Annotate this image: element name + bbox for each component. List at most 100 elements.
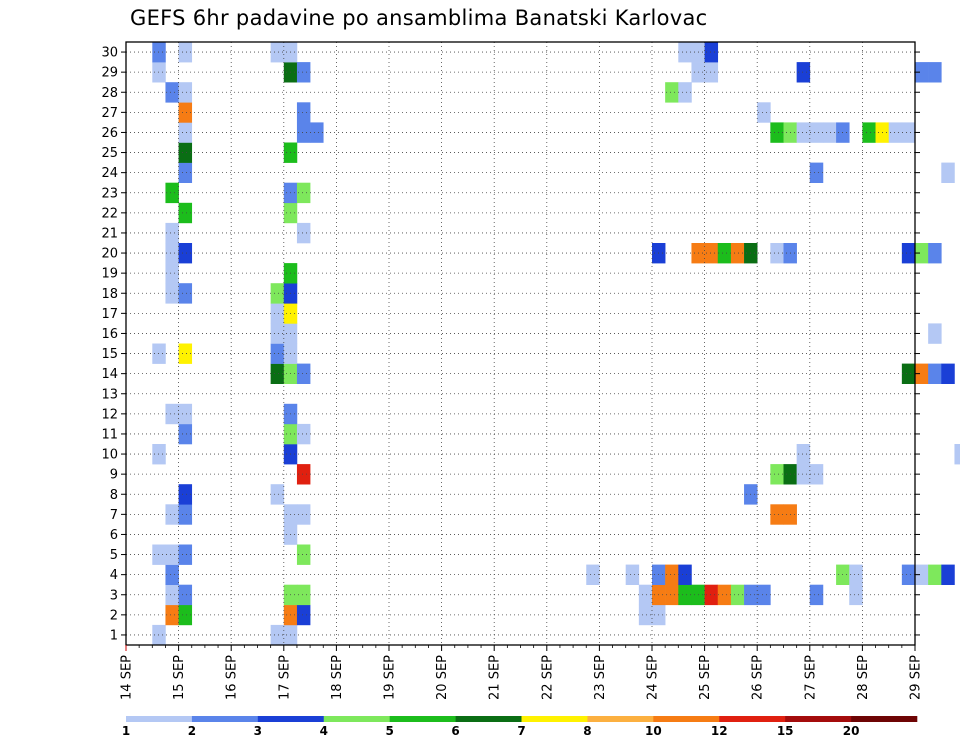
- heatmap-cell: [625, 564, 640, 585]
- heatmap-cell: [296, 102, 311, 123]
- heatmap-cell: [152, 343, 166, 364]
- heatmap-cell: [270, 303, 285, 324]
- heatmap-cell: [165, 243, 179, 264]
- heatmap-cell: [178, 343, 193, 364]
- y-tick-label: 17: [101, 307, 118, 322]
- x-tick-label: 23 SEP: [593, 655, 608, 700]
- heatmap-cell: [152, 624, 166, 646]
- heatmap-cell: [270, 42, 285, 63]
- y-tick-label: 13: [101, 387, 118, 402]
- heatmap-cell: [152, 62, 166, 83]
- heatmap-cell: [178, 403, 193, 425]
- heatmap-cell: [704, 243, 719, 264]
- heatmap-cell: [638, 584, 653, 606]
- heatmap-cell: [270, 343, 285, 364]
- y-tick-label: 25: [101, 146, 118, 161]
- heatmap-cell: [954, 444, 960, 465]
- heatmap-cell: [165, 82, 179, 103]
- heatmap-cell: [862, 122, 876, 143]
- colorbar-swatch: [653, 716, 720, 722]
- heatmap-cell: [717, 584, 732, 606]
- heatmap-cell: [178, 122, 193, 143]
- heatmap-cell: [796, 444, 811, 465]
- heatmap-cell: [796, 62, 811, 83]
- heatmap-cell: [178, 162, 193, 183]
- x-tick-label: 20 SEP: [435, 655, 450, 700]
- heatmap-cell: [849, 584, 863, 606]
- heatmap-cell: [928, 363, 942, 384]
- y-tick-label: 10: [101, 448, 118, 463]
- heatmap-cell: [901, 122, 916, 143]
- y-tick-label: 9: [110, 468, 118, 483]
- heatmap-cell: [849, 564, 863, 585]
- heatmap-cell: [178, 584, 193, 606]
- heatmap-cell: [296, 363, 311, 384]
- y-tick-label: 26: [101, 126, 118, 141]
- colorbar-swatch: [521, 716, 588, 722]
- colorbar-label: 8: [583, 724, 591, 738]
- y-tick-label: 24: [101, 166, 118, 181]
- heatmap-cell: [678, 584, 692, 606]
- colorbar-label: 20: [843, 724, 860, 738]
- y-tick-label: 15: [101, 347, 118, 362]
- x-tick-label: 19 SEP: [383, 655, 398, 700]
- heatmap-cell: [178, 544, 193, 565]
- heatmap-cell: [770, 464, 784, 485]
- heatmap-cell: [888, 122, 903, 143]
- heatmap-cell: [178, 283, 193, 304]
- colorbar-swatch: [719, 716, 786, 722]
- heatmap-cell: [730, 584, 745, 606]
- heatmap-cell: [665, 82, 679, 103]
- heatmap-cell: [165, 182, 179, 204]
- colorbar-label: 10: [645, 724, 662, 738]
- x-tick-label: 29 SEP: [909, 655, 924, 700]
- y-tick-label: 12: [101, 407, 118, 422]
- x-tick-label: 16 SEP: [225, 655, 240, 700]
- heatmap-cell: [717, 243, 732, 264]
- colorbar-label: 12: [711, 724, 728, 738]
- heatmap-cell: [270, 283, 285, 304]
- heatmap-cell: [796, 464, 811, 485]
- y-tick-label: 7: [110, 508, 118, 523]
- heatmap-cell: [809, 584, 824, 606]
- y-tick-label: 8: [110, 488, 118, 503]
- colorbar-swatch: [851, 716, 918, 722]
- heatmap-cell: [270, 624, 285, 646]
- heatmap-cell: [915, 564, 929, 585]
- heatmap-cell: [901, 363, 916, 384]
- heatmap-cell: [178, 484, 193, 505]
- heatmap-cell: [270, 363, 285, 384]
- heatmap-cell: [796, 122, 811, 143]
- heatmap-cell: [178, 423, 193, 445]
- x-tick-label: 28 SEP: [856, 655, 871, 700]
- colorbar-label: 5: [385, 724, 393, 738]
- heatmap-cell: [915, 363, 929, 384]
- heatmap-cell: [770, 504, 784, 525]
- colorbar-label: 6: [451, 724, 459, 738]
- x-tick-label: 18 SEP: [330, 655, 345, 700]
- heatmap-cell: [915, 62, 929, 83]
- colorbar-label: 2: [188, 724, 196, 738]
- heatmap-cell: [152, 444, 166, 465]
- heatmap-cell: [178, 82, 193, 103]
- heatmap-cell: [678, 42, 692, 63]
- heatmap-cell: [178, 243, 193, 264]
- x-tick-label: 24 SEP: [646, 655, 661, 700]
- x-tick-label: 22 SEP: [540, 655, 555, 700]
- colorbar-swatch: [323, 716, 390, 722]
- colorbar-label: 15: [777, 724, 794, 738]
- heatmap-cell: [586, 564, 600, 585]
- colorbar-swatch: [587, 716, 654, 722]
- colorbar-swatch: [785, 716, 852, 722]
- heatmap-cell: [915, 243, 929, 264]
- y-tick-label: 6: [110, 528, 118, 543]
- heatmap-cell: [296, 423, 311, 445]
- heatmap-cell: [165, 564, 179, 585]
- y-tick-label: 18: [101, 287, 118, 302]
- y-tick-label: 14: [101, 367, 118, 382]
- y-tick-label: 11: [101, 427, 118, 442]
- heatmap-cell: [704, 62, 719, 83]
- heatmap-cell: [178, 142, 193, 163]
